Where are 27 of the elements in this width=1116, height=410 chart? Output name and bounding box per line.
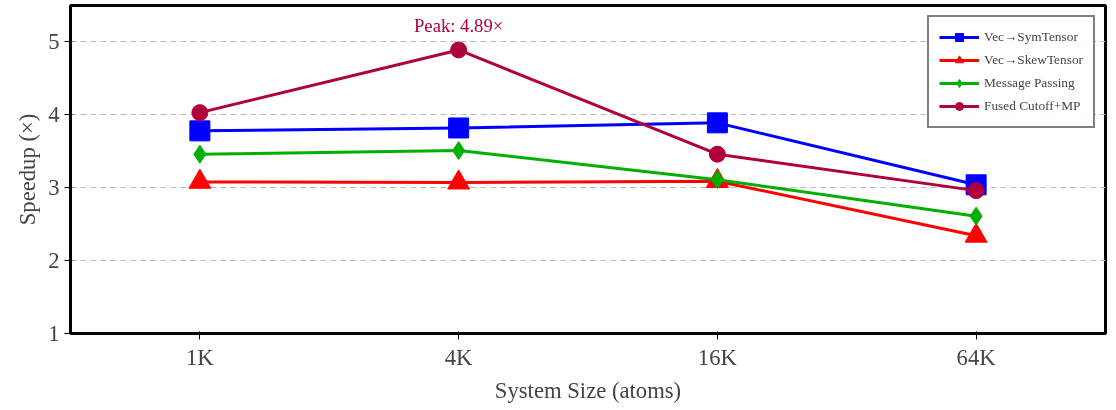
annotation: Peak: 4.89× (413, 14, 504, 36)
point (450, 41, 468, 59)
y-tick-label: 5 (48, 29, 60, 55)
y-tick-label: 3 (48, 175, 60, 201)
y-tick-label: 2 (48, 248, 60, 274)
x-axis-title: System Size (atoms) (494, 377, 682, 403)
point (969, 206, 983, 226)
legend-label: Vec→SkewTensor (983, 52, 1083, 68)
point (452, 141, 466, 161)
point (189, 120, 211, 142)
point (193, 144, 207, 164)
x-tick-label: 16K (697, 344, 738, 370)
x-tick-label: 64K (956, 344, 997, 370)
x-tick-label: 1K (186, 344, 215, 370)
point (710, 170, 724, 190)
y-axis-title: Speedup (×) (15, 113, 41, 226)
x-tick-label: 4K (444, 344, 474, 370)
legend-label: Vec→SymTensor (983, 29, 1078, 45)
y-tick-label: 4 (48, 102, 60, 128)
point (191, 104, 209, 122)
legend-label: Message Passing (983, 75, 1075, 91)
point (708, 145, 726, 163)
point (967, 182, 985, 200)
y-tick-label: 1 (48, 321, 60, 346)
point (706, 112, 728, 134)
point (448, 117, 470, 139)
legend-label: Fused Cutoff+MP (983, 98, 1081, 114)
